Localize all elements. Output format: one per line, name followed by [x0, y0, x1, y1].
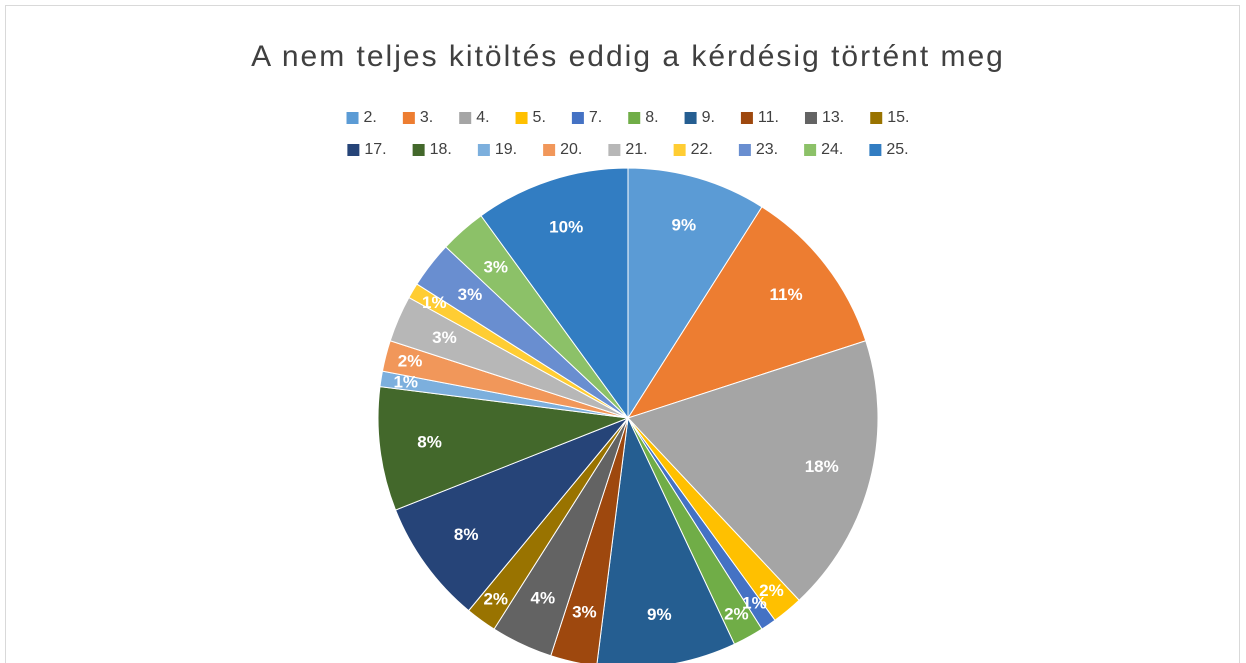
data-label: 3%: [572, 603, 597, 622]
legend-label: 25.: [886, 141, 908, 158]
legend-swatch: [740, 112, 753, 124]
legend-label: 4.: [476, 109, 489, 126]
legend-swatch: [738, 144, 751, 156]
legend-row: 2. 3. 4. 5. 7. 8. 9. 11. 13. 15.: [346, 109, 909, 126]
data-label: 9%: [672, 215, 697, 234]
pie-slice: [394, 417, 629, 612]
legend-label: 24.: [821, 141, 843, 158]
legend-label: 7.: [589, 109, 602, 126]
legend-label: 9.: [702, 109, 715, 126]
legend-label: 22.: [691, 141, 713, 158]
pie-slice: [627, 167, 763, 420]
data-label: 3%: [458, 285, 483, 304]
data-label: 2%: [724, 605, 749, 624]
legend-row: 17. 18. 19. 20. 21. 22. 23. 24. 25.: [347, 141, 909, 158]
data-label: 3%: [432, 328, 457, 347]
data-label: 3%: [483, 257, 508, 276]
data-label: 4%: [531, 588, 556, 607]
legend-swatch: [673, 144, 686, 156]
data-label: 1%: [742, 594, 767, 613]
pie-slice: [627, 340, 879, 601]
legend-label: 8.: [645, 109, 658, 126]
data-label: 10%: [549, 217, 583, 236]
legend-label: 15.: [887, 109, 909, 126]
pie-slice: [596, 416, 736, 663]
data-label: 2%: [398, 352, 423, 371]
data-label: 11%: [769, 285, 802, 304]
legend-label: 11.: [758, 109, 779, 126]
pie-slice: [626, 206, 867, 419]
legend-swatch: [402, 112, 415, 124]
legend-label: 18.: [430, 141, 452, 158]
data-label: 2%: [483, 590, 508, 609]
legend-swatch: [628, 112, 641, 124]
legend-label: 2.: [364, 109, 377, 126]
legend-swatch: [459, 112, 472, 124]
legend-label: 19.: [495, 141, 517, 158]
legend-swatch: [515, 112, 528, 124]
data-label: 1%: [422, 293, 447, 312]
legend-swatch: [571, 112, 584, 124]
pie-slice: [480, 167, 629, 420]
legend-swatch: [412, 144, 425, 156]
legend-swatch: [477, 144, 490, 156]
legend-label: 3.: [420, 109, 433, 126]
legend-label: 5.: [533, 109, 546, 126]
data-label: 8%: [454, 525, 479, 544]
legend-swatch: [804, 112, 817, 124]
data-label: 2%: [759, 581, 784, 600]
legend-label: 20.: [560, 141, 582, 158]
data-label: 1%: [393, 372, 418, 391]
legend-swatch: [543, 144, 556, 156]
data-label: 9%: [647, 605, 672, 624]
legend-swatch: [804, 144, 817, 156]
legend-swatch: [346, 112, 359, 124]
legend-swatch: [869, 144, 882, 156]
pie-slice: [377, 386, 629, 511]
legend-label: 13.: [822, 109, 844, 126]
data-label: 8%: [417, 433, 442, 452]
legend-label: 21.: [625, 141, 647, 158]
chart-title: A nem teljes kitöltés eddig a kérdésig t…: [251, 40, 1005, 73]
legend-swatch: [608, 144, 621, 156]
legend-swatch: [684, 112, 697, 124]
legend-swatch: [347, 144, 360, 156]
legend-swatch: [870, 112, 883, 124]
legend-label: 23.: [756, 141, 778, 158]
data-label: 18%: [805, 457, 839, 476]
legend-label: 17.: [364, 141, 386, 158]
